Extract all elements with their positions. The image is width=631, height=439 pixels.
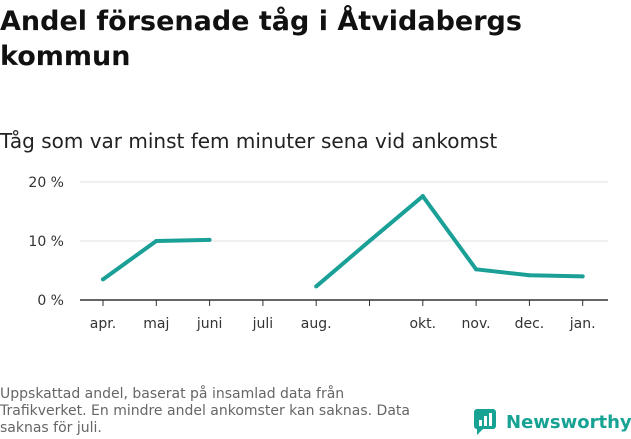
x-tick-label: dec.	[515, 316, 545, 332]
chart-subtitle: Tåg som var minst fem minuter sena vid a…	[0, 129, 498, 153]
data-point	[367, 239, 372, 243]
data-point	[527, 273, 532, 278]
brand-logo: Newsworthy	[474, 407, 631, 437]
x-tick-label: jan.	[569, 316, 596, 332]
series-line	[314, 194, 583, 288]
x-tick-label: maj	[143, 316, 169, 332]
data-point	[154, 239, 159, 243]
data-point	[580, 274, 585, 279]
newsworthy-logo-icon	[474, 409, 496, 435]
data-point	[314, 284, 319, 289]
source-note: Uppskattad andel, baserat på insamlad da…	[0, 386, 410, 436]
x-tick-label: juni	[196, 316, 223, 332]
line-chart: 0 % 10 % 20 % apr. maj juni juli aug. okt. nov. de…	[28, 175, 608, 332]
chart-title: Andel försenade tåg i Åtvidabergs kommun	[0, 6, 522, 72]
x-tick-label: aug.	[301, 316, 332, 332]
x-tick-label: okt.	[409, 316, 436, 332]
y-tick-label: 10 %	[28, 234, 64, 250]
brand-name: Newsworthy	[506, 411, 631, 433]
series-line	[101, 237, 210, 281]
y-tick-label: 0 %	[37, 293, 64, 309]
x-tick-label: nov.	[462, 316, 491, 332]
data-point	[474, 267, 479, 272]
y-tick-label: 20 %	[28, 175, 64, 191]
data-point	[420, 194, 425, 199]
x-tick-label: apr.	[90, 316, 116, 332]
x-tick-label: juli	[252, 316, 274, 332]
data-point	[101, 277, 105, 282]
data-point	[207, 237, 212, 242]
